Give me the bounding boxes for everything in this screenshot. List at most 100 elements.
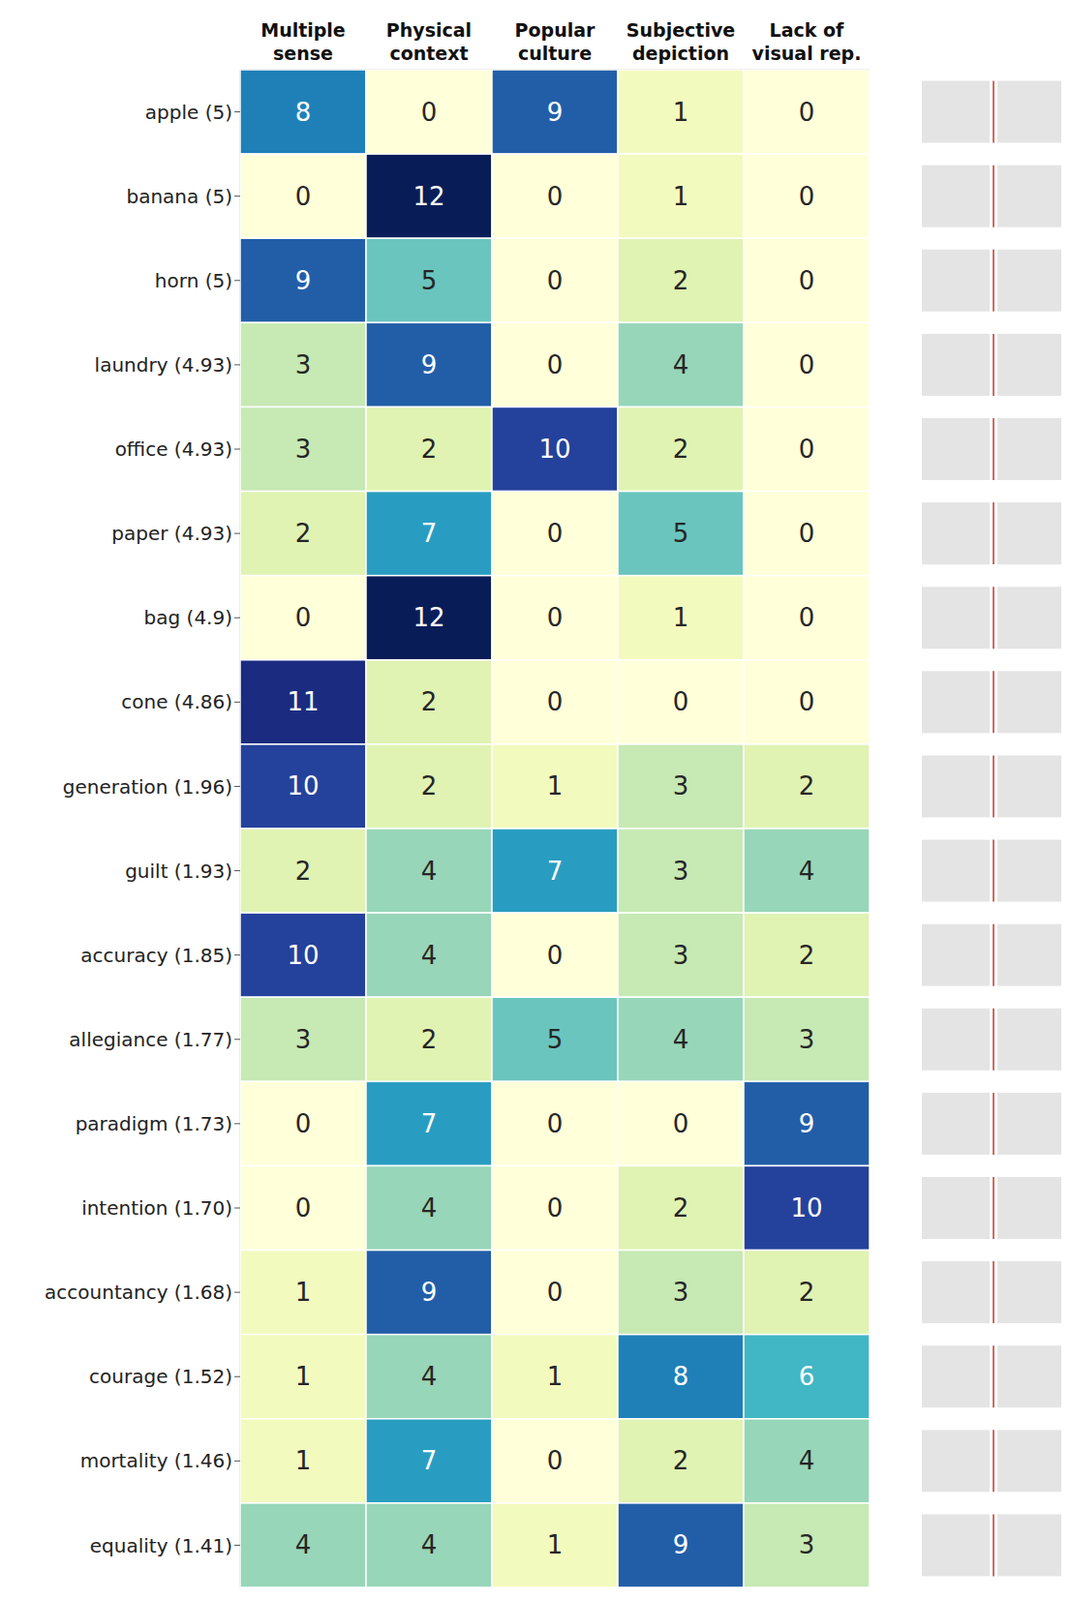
svg-text:2: 2 bbox=[798, 941, 816, 971]
svg-text:1: 1 bbox=[295, 1446, 312, 1476]
svg-text:0: 0 bbox=[547, 1278, 564, 1308]
svg-text:0: 0 bbox=[547, 266, 564, 296]
svg-text:0: 0 bbox=[547, 1446, 564, 1476]
svg-text:1: 1 bbox=[547, 1362, 564, 1392]
svg-text:0: 0 bbox=[798, 350, 816, 380]
svg-text:2: 2 bbox=[672, 1446, 690, 1476]
svg-text:3: 3 bbox=[672, 856, 690, 887]
svg-text:8: 8 bbox=[295, 97, 312, 127]
svg-text:4: 4 bbox=[798, 1446, 816, 1476]
svg-text:0: 0 bbox=[547, 687, 564, 717]
svg-text:0: 0 bbox=[547, 1109, 564, 1139]
svg-text:paper (4.93): paper (4.93) bbox=[111, 521, 233, 546]
svg-text:0: 0 bbox=[547, 350, 564, 380]
svg-text:2: 2 bbox=[798, 771, 816, 801]
svg-text:0: 0 bbox=[295, 603, 312, 633]
svg-text:courage (1.52): courage (1.52) bbox=[89, 1365, 233, 1389]
svg-text:3: 3 bbox=[798, 1530, 816, 1560]
svg-text:11: 11 bbox=[286, 687, 319, 717]
svg-text:1: 1 bbox=[547, 1530, 564, 1560]
svg-text:culture: culture bbox=[518, 42, 592, 64]
svg-text:4: 4 bbox=[672, 1025, 690, 1055]
svg-text:3: 3 bbox=[295, 434, 312, 464]
svg-text:9: 9 bbox=[295, 266, 312, 296]
svg-text:depiction: depiction bbox=[632, 42, 730, 64]
svg-text:Lack of: Lack of bbox=[769, 19, 845, 41]
svg-text:8: 8 bbox=[672, 1362, 690, 1392]
svg-text:bag (4.9): bag (4.9) bbox=[144, 606, 233, 630]
svg-text:0: 0 bbox=[798, 434, 816, 464]
svg-text:0: 0 bbox=[798, 687, 816, 717]
svg-text:0: 0 bbox=[295, 1109, 312, 1139]
svg-text:4: 4 bbox=[421, 1530, 438, 1560]
svg-text:10: 10 bbox=[790, 1193, 823, 1223]
svg-text:2: 2 bbox=[672, 266, 690, 296]
svg-text:1: 1 bbox=[672, 182, 690, 212]
svg-text:0: 0 bbox=[547, 182, 564, 212]
svg-text:Popular: Popular bbox=[515, 19, 596, 41]
svg-text:context: context bbox=[389, 42, 468, 64]
svg-text:0: 0 bbox=[547, 941, 564, 971]
svg-text:9: 9 bbox=[547, 97, 564, 127]
svg-text:banana (5): banana (5) bbox=[125, 184, 233, 209]
svg-text:0: 0 bbox=[421, 97, 438, 127]
svg-text:2: 2 bbox=[421, 1025, 438, 1055]
svg-text:laundry (4.93): laundry (4.93) bbox=[94, 353, 233, 377]
svg-text:2: 2 bbox=[421, 771, 438, 801]
svg-text:2: 2 bbox=[672, 1193, 690, 1223]
svg-text:Subjective: Subjective bbox=[626, 19, 735, 41]
svg-text:intention (1.70): intention (1.70) bbox=[81, 1196, 233, 1221]
svg-text:9: 9 bbox=[672, 1530, 690, 1560]
svg-text:10: 10 bbox=[286, 941, 319, 971]
svg-text:3: 3 bbox=[672, 1278, 690, 1308]
svg-text:2: 2 bbox=[295, 519, 312, 549]
svg-text:2: 2 bbox=[421, 687, 438, 717]
svg-text:visual rep.: visual rep. bbox=[752, 42, 862, 64]
svg-text:0: 0 bbox=[798, 266, 816, 296]
svg-text:10: 10 bbox=[538, 434, 571, 464]
svg-text:equality (1.41): equality (1.41) bbox=[90, 1534, 233, 1559]
svg-text:10: 10 bbox=[286, 771, 319, 801]
svg-text:2: 2 bbox=[798, 1278, 816, 1308]
svg-text:0: 0 bbox=[295, 182, 312, 212]
svg-text:paradigm (1.73): paradigm (1.73) bbox=[75, 1112, 233, 1136]
svg-text:sense: sense bbox=[273, 42, 334, 64]
svg-text:6: 6 bbox=[798, 1362, 816, 1392]
svg-text:generation (1.96): generation (1.96) bbox=[62, 775, 233, 799]
svg-text:12: 12 bbox=[412, 603, 445, 633]
svg-text:4: 4 bbox=[421, 1193, 438, 1223]
svg-text:1: 1 bbox=[672, 97, 690, 127]
svg-text:9: 9 bbox=[421, 1278, 438, 1308]
svg-text:1: 1 bbox=[295, 1278, 312, 1308]
svg-text:1: 1 bbox=[672, 603, 690, 633]
svg-text:5: 5 bbox=[547, 1025, 564, 1055]
svg-text:5: 5 bbox=[421, 266, 438, 296]
svg-text:Physical: Physical bbox=[386, 19, 472, 41]
svg-text:0: 0 bbox=[672, 687, 690, 717]
svg-text:apple (5): apple (5) bbox=[145, 100, 233, 124]
svg-text:Multiple: Multiple bbox=[260, 19, 346, 41]
svg-text:4: 4 bbox=[421, 856, 438, 887]
svg-text:3: 3 bbox=[295, 350, 312, 380]
svg-text:1: 1 bbox=[547, 771, 564, 801]
svg-text:2: 2 bbox=[672, 434, 690, 464]
svg-text:3: 3 bbox=[672, 771, 690, 801]
svg-text:0: 0 bbox=[672, 1109, 690, 1139]
svg-text:5: 5 bbox=[672, 519, 690, 549]
svg-text:accuracy (1.85): accuracy (1.85) bbox=[80, 944, 233, 968]
svg-text:mortality (1.46): mortality (1.46) bbox=[80, 1449, 233, 1473]
svg-text:allegiance (1.77): allegiance (1.77) bbox=[68, 1028, 233, 1052]
svg-text:7: 7 bbox=[421, 1109, 438, 1139]
svg-text:1: 1 bbox=[295, 1362, 312, 1392]
svg-text:3: 3 bbox=[798, 1025, 816, 1055]
svg-text:horn (5): horn (5) bbox=[154, 269, 233, 293]
svg-text:office (4.93): office (4.93) bbox=[115, 437, 233, 461]
svg-text:0: 0 bbox=[798, 519, 816, 549]
svg-text:9: 9 bbox=[798, 1109, 816, 1139]
svg-text:accountancy (1.68): accountancy (1.68) bbox=[44, 1281, 233, 1305]
svg-text:3: 3 bbox=[295, 1025, 312, 1055]
svg-text:0: 0 bbox=[798, 97, 816, 127]
svg-text:0: 0 bbox=[547, 519, 564, 549]
svg-text:0: 0 bbox=[798, 182, 816, 212]
svg-text:0: 0 bbox=[547, 603, 564, 633]
